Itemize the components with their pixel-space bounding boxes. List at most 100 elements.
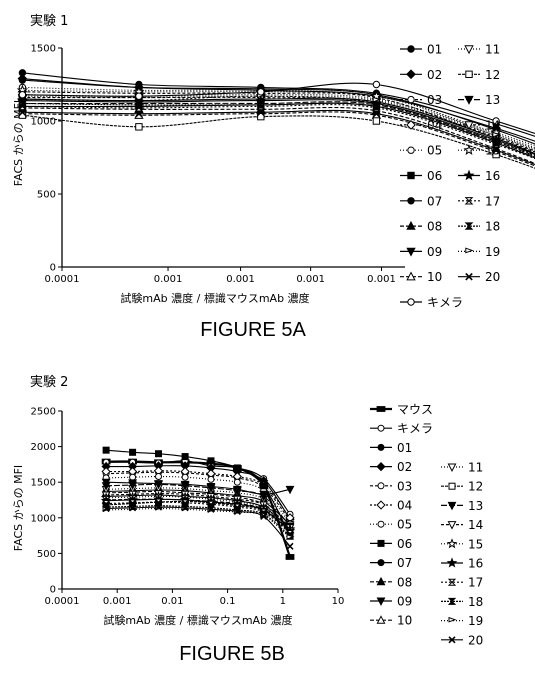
panel-a-label: 実験 1 bbox=[30, 13, 68, 29]
legend-item-17: 17 bbox=[441, 576, 483, 590]
data-point bbox=[155, 474, 161, 480]
y-tick-label: 0 bbox=[50, 263, 56, 274]
data-point bbox=[130, 449, 136, 455]
legend-marker bbox=[466, 248, 472, 252]
y-tick-label: 2000 bbox=[31, 442, 56, 453]
legend-label: 10 bbox=[397, 614, 412, 628]
data-point bbox=[258, 89, 264, 95]
legend-label: 12 bbox=[468, 480, 483, 494]
legend-label: キメラ bbox=[397, 422, 433, 436]
x-tick-label: 0.001 bbox=[367, 274, 396, 285]
series-line bbox=[22, 83, 535, 160]
legend-marker bbox=[408, 172, 414, 178]
y-tick-label: 2500 bbox=[31, 407, 56, 418]
legend-label: 19 bbox=[485, 245, 500, 259]
legend-label: 13 bbox=[468, 499, 483, 513]
legend-item-09: 09 bbox=[370, 595, 412, 609]
series-line bbox=[22, 73, 535, 165]
series-09 bbox=[19, 96, 535, 192]
legend-item-07: 07 bbox=[370, 556, 412, 570]
legend-label: 17 bbox=[485, 194, 500, 208]
data-point bbox=[261, 483, 267, 489]
legend-marker bbox=[466, 71, 472, 77]
data-point bbox=[136, 124, 142, 130]
series-07 bbox=[19, 77, 535, 180]
legend-item-07: 07 bbox=[400, 194, 442, 208]
legend-label: 05 bbox=[397, 518, 412, 532]
legend-item-10: 10 bbox=[400, 270, 442, 284]
legend-marker bbox=[378, 540, 384, 546]
legend-label: 01 bbox=[397, 441, 412, 455]
legend-label: 08 bbox=[427, 220, 442, 234]
legend-label: 14 bbox=[485, 118, 500, 132]
legend-label: 19 bbox=[468, 614, 483, 628]
data-point bbox=[208, 458, 214, 464]
legend-item-06: 06 bbox=[400, 169, 442, 183]
legend-item-キメラ: キメラ bbox=[370, 422, 433, 436]
series-line bbox=[22, 110, 535, 196]
legend-marker bbox=[377, 501, 385, 509]
legend-marker bbox=[449, 618, 455, 622]
series-18 bbox=[19, 100, 535, 193]
legend-marker bbox=[377, 407, 385, 412]
legend-marker bbox=[378, 425, 384, 431]
legend-item-19: 19 bbox=[458, 245, 500, 259]
legend-label: 06 bbox=[397, 537, 412, 551]
legend-item-20: 20 bbox=[441, 633, 483, 647]
y-tick-label: 500 bbox=[37, 549, 56, 560]
legend-marker bbox=[465, 171, 474, 179]
legend-item-08: 08 bbox=[370, 575, 412, 589]
legend-label: 14 bbox=[468, 518, 483, 532]
legend-marker bbox=[408, 46, 414, 52]
x-tick-label: 0.0001 bbox=[45, 596, 80, 607]
legend-label: 20 bbox=[468, 633, 483, 647]
legend-item-14: 14 bbox=[441, 518, 483, 532]
x-tick-label: 10 bbox=[332, 596, 345, 607]
data-point bbox=[103, 447, 109, 453]
legend-item-02: 02 bbox=[370, 460, 412, 474]
legend-label: 13 bbox=[485, 93, 500, 107]
series-16 bbox=[18, 96, 535, 190]
x-tick-label: 0.001 bbox=[296, 274, 325, 285]
legend-label: 05 bbox=[427, 144, 442, 158]
legend-label: 02 bbox=[397, 460, 412, 474]
y-tick-label: 1500 bbox=[31, 478, 56, 489]
series-line bbox=[22, 115, 535, 200]
legend-item-13: 13 bbox=[458, 93, 500, 107]
data-point bbox=[234, 465, 240, 471]
series-10 bbox=[19, 110, 535, 202]
panel-b-xlabel: 試験mAb 濃度 / 標識マウスmAb 濃度 bbox=[103, 613, 292, 627]
legend-label: 18 bbox=[468, 595, 483, 609]
legend-label: キメラ bbox=[427, 296, 463, 310]
legend-label: 04 bbox=[397, 499, 412, 513]
legend-item-05: 05 bbox=[400, 144, 442, 158]
x-tick-label: 0.0001 bbox=[45, 274, 80, 285]
legend-item-12: 12 bbox=[441, 480, 483, 494]
legend-marker bbox=[378, 483, 384, 489]
panel-a-title: FIGURE 5A bbox=[200, 319, 306, 341]
data-point bbox=[287, 543, 293, 549]
legend-item-10: 10 bbox=[370, 614, 412, 628]
series-line bbox=[22, 102, 535, 190]
legend-item-17: 17 bbox=[458, 194, 500, 208]
x-tick-label: 0.001 bbox=[154, 274, 183, 285]
legend-marker bbox=[377, 463, 385, 471]
legend-item-04: 04 bbox=[370, 499, 412, 513]
series-15 bbox=[18, 86, 535, 177]
legend-label: 20 bbox=[485, 270, 500, 284]
legend-label: 07 bbox=[427, 194, 442, 208]
data-point bbox=[182, 454, 188, 460]
legend-label: 03 bbox=[427, 93, 442, 107]
legend-item-19: 19 bbox=[441, 614, 483, 628]
series-13 bbox=[19, 100, 535, 194]
legend-label: 11 bbox=[485, 43, 500, 57]
x-tick-label: 0.001 bbox=[103, 596, 132, 607]
data-point bbox=[182, 474, 188, 480]
legend-label: 16 bbox=[468, 557, 483, 571]
legend-label: 12 bbox=[485, 68, 500, 82]
y-tick-label: 1500 bbox=[31, 44, 56, 55]
legend-item-18: 18 bbox=[441, 595, 483, 609]
data-point bbox=[208, 476, 214, 482]
legend-label: 15 bbox=[468, 537, 483, 551]
